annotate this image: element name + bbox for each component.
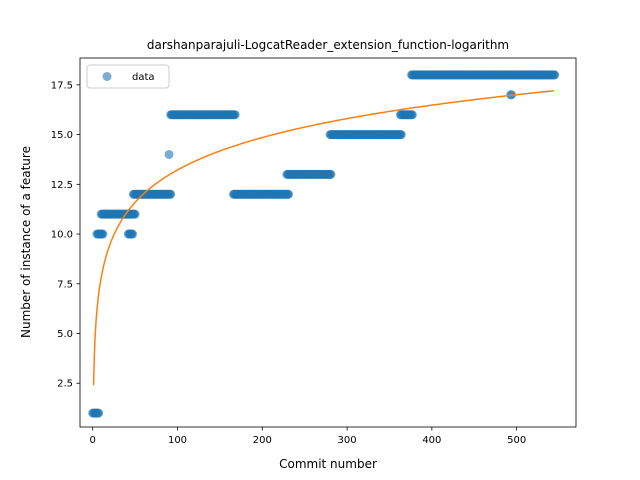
data-point xyxy=(396,130,406,140)
chart-title: darshanparajuli-LogcatReader_extension_f… xyxy=(147,38,509,52)
legend-marker-data xyxy=(102,72,112,81)
x-tick-label: 500 xyxy=(507,435,526,446)
data-point xyxy=(164,149,174,159)
data-point xyxy=(128,229,138,239)
axes-background xyxy=(80,58,576,427)
legend: data xyxy=(86,64,170,89)
y-axis-ticks: 2.5 5.0 7.5 10.0 12.5 15.0 17.5 xyxy=(51,80,80,390)
data-point xyxy=(326,169,336,179)
legend-box xyxy=(86,64,170,89)
data-points xyxy=(88,70,560,418)
axes-frame xyxy=(79,57,577,428)
data-point xyxy=(230,110,240,120)
fit-line-layer xyxy=(92,90,555,386)
legend-label-data: data xyxy=(132,72,155,83)
y-tick-label: 10.0 xyxy=(51,230,73,241)
y-tick-label: 2.5 xyxy=(57,379,73,390)
x-axis-label: Commit number xyxy=(279,457,377,471)
x-tick-label: 300 xyxy=(338,435,357,446)
x-tick-label: 100 xyxy=(168,435,187,446)
y-axis-label: Number of instance of a feature xyxy=(19,146,33,338)
x-tick-label: 200 xyxy=(253,435,272,446)
data-point xyxy=(166,189,176,199)
plot-area xyxy=(80,58,576,427)
data-point xyxy=(98,229,108,239)
data-point xyxy=(130,209,140,219)
y-tick-label: 15.0 xyxy=(51,130,73,141)
y-tick-label: 7.5 xyxy=(57,279,73,290)
fit-line xyxy=(92,90,555,386)
y-tick-label: 17.5 xyxy=(51,80,73,91)
data-point xyxy=(94,408,104,418)
x-tick-label: 400 xyxy=(422,435,441,446)
y-tick-label: 5.0 xyxy=(57,329,73,340)
data-point xyxy=(550,70,560,80)
x-axis-ticks: 0 100 200 300 400 500 xyxy=(90,427,526,446)
y-tick-label: 12.5 xyxy=(51,180,73,191)
data-point xyxy=(284,189,294,199)
data-point xyxy=(407,110,417,120)
x-tick-label: 0 xyxy=(90,435,96,446)
